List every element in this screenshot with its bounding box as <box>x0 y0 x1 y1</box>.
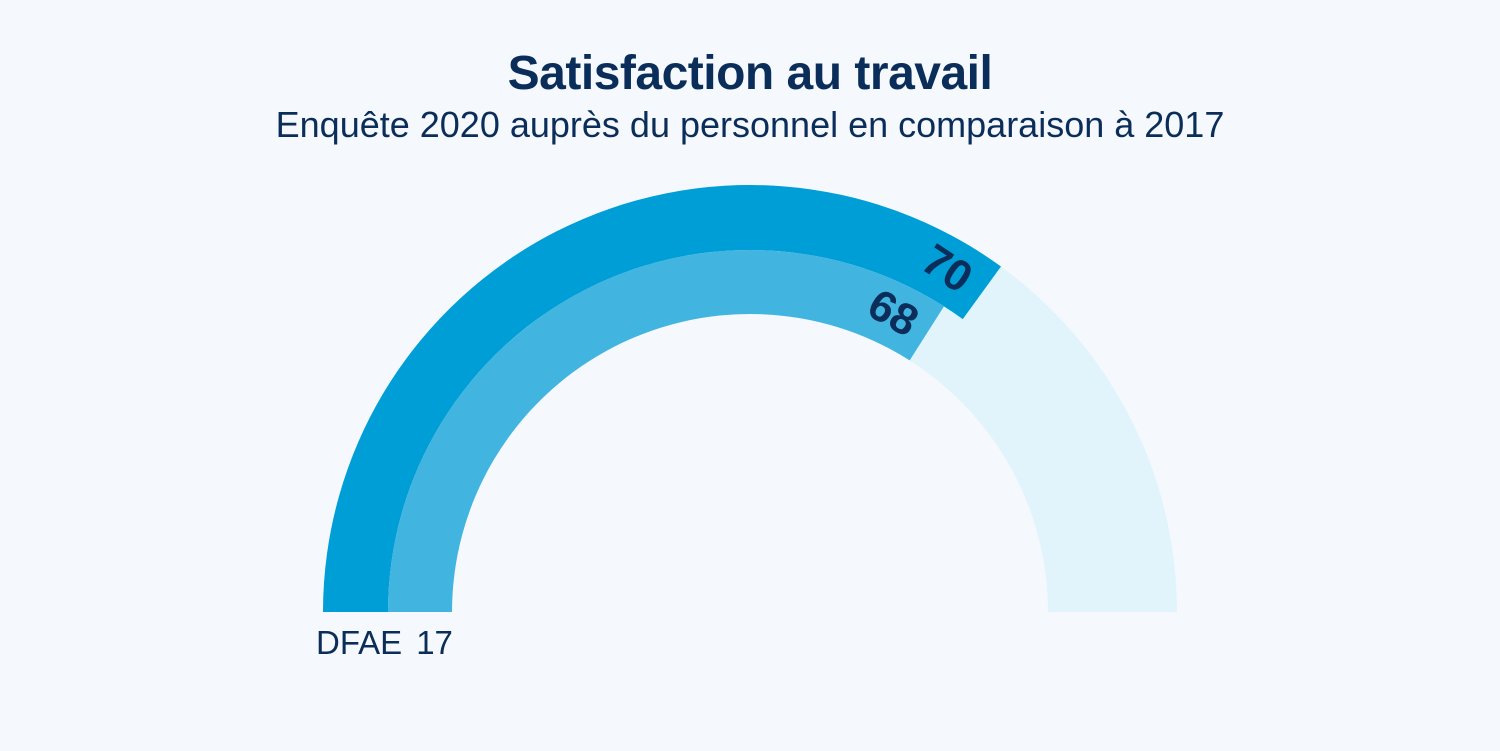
gauge-bar-0 <box>323 185 1001 613</box>
chart-subtitle: Enquête 2020 auprès du personnel en comp… <box>275 104 1225 145</box>
chart-title: Satisfaction au travail <box>507 47 993 100</box>
footer-label: DFAE <box>316 624 403 661</box>
gauge-bar-1 <box>388 250 944 613</box>
footer-legend: DFAE 17 <box>316 624 467 662</box>
footer-value: 17 <box>416 624 453 661</box>
